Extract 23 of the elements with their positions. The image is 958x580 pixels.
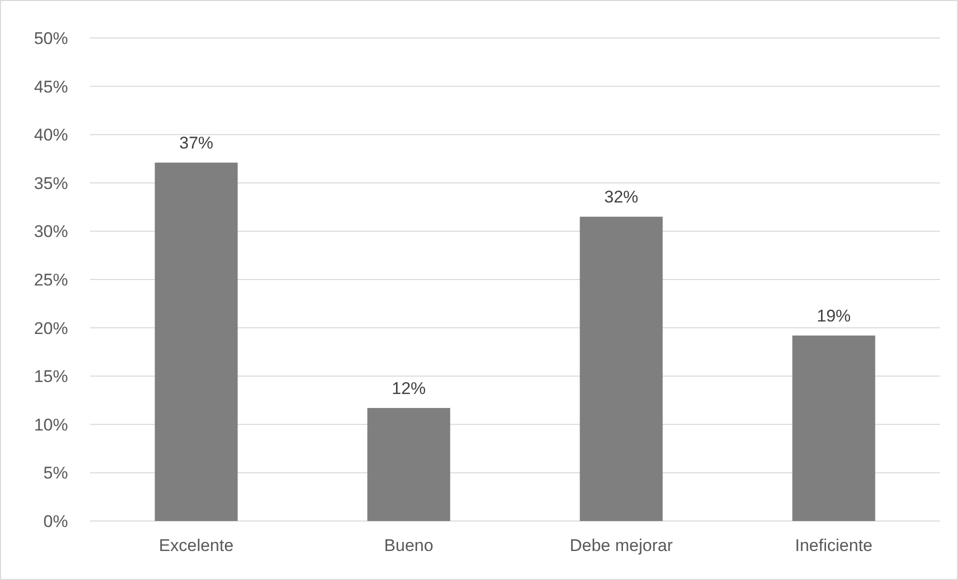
- y-tick-label: 0%: [43, 512, 68, 531]
- data-label: 12%: [392, 378, 426, 398]
- y-tick-label: 30%: [34, 222, 68, 242]
- y-tick-label: 20%: [34, 318, 68, 338]
- y-tick-label: 10%: [34, 415, 68, 434]
- y-tick-label: 25%: [34, 270, 68, 290]
- data-label: 37%: [179, 134, 214, 153]
- y-tick-label: 50%: [34, 28, 68, 48]
- y-tick-label: 45%: [34, 77, 68, 96]
- x-tick-label: Ineficiente: [795, 536, 872, 555]
- bar: [792, 336, 876, 521]
- y-tick-label: 35%: [34, 174, 68, 193]
- y-tick-label: 15%: [34, 367, 68, 386]
- data-label: 19%: [816, 306, 851, 326]
- bar: [154, 162, 238, 521]
- data-label: 32%: [604, 188, 638, 207]
- y-tick-label: 40%: [34, 126, 68, 145]
- x-tick-label: Debe mejorar: [570, 536, 674, 555]
- y-tick-label: 5%: [43, 464, 68, 483]
- x-tick-label: Bueno: [384, 536, 434, 555]
- bar: [580, 216, 663, 521]
- x-tick-label: Excelente: [158, 536, 234, 555]
- bar: [367, 408, 450, 521]
